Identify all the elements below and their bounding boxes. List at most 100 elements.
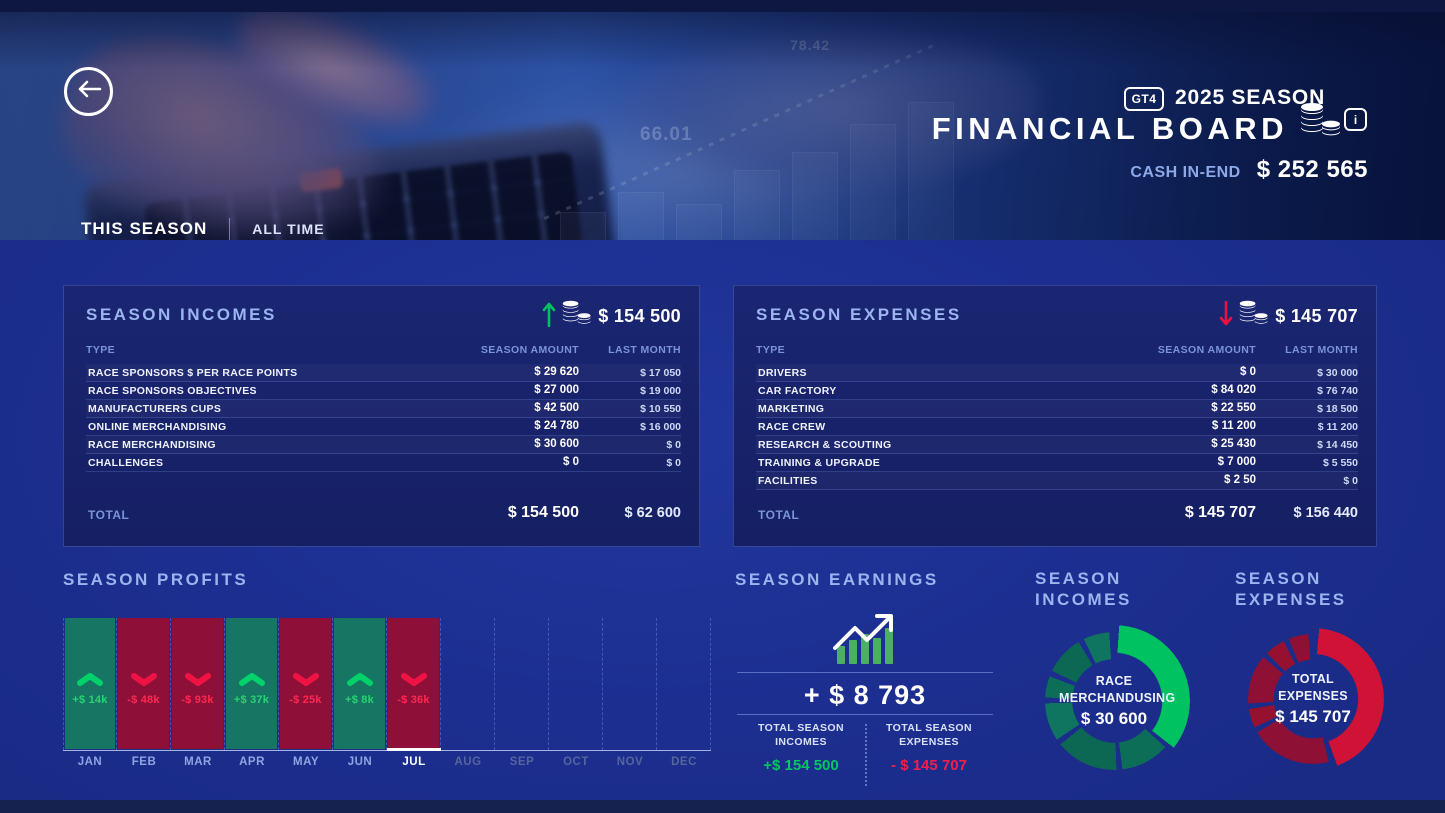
profit-bar: -$ 93k [172, 618, 223, 749]
back-button[interactable] [64, 67, 113, 116]
season-expenses-title: SEASON EXPENSES [756, 305, 962, 324]
incomes-table-header: TYPE SEASON AMOUNT LAST MONTH [86, 344, 681, 356]
season-expenses-badge: $ 145 707 [1219, 300, 1358, 332]
top-letterbox [0, 0, 1445, 12]
chart-column-oct [549, 618, 603, 750]
back-arrow-icon [76, 79, 102, 104]
chart-column-feb[interactable]: -$ 48k [117, 618, 171, 750]
profit-bar: -$ 25k [280, 618, 331, 749]
incomes-donut-chart[interactable]: RACE MERCHANDUSING $ 30 600 [1038, 625, 1190, 777]
header-banner: 78.42 66.01 GT4 2025 SEASON FINANCIAL BO… [0, 12, 1445, 240]
page-title: FINANCIAL BOARD [931, 111, 1288, 146]
down-chevron-icon [292, 673, 319, 691]
table-row: MARKETING $ 22 550 $ 18 500 [756, 400, 1358, 418]
up-chevron-icon [77, 673, 103, 691]
table-row: CAR FACTORY $ 84 020 $ 76 740 [756, 382, 1358, 400]
coins-icon [562, 300, 592, 332]
table-row: CHALLENGES $ 0 $ 0 [86, 454, 681, 472]
earnings-breakdown: TOTAL SEASON INCOMES +$ 154 500 TOTAL SE… [737, 722, 993, 786]
donut-center-value: $ 30 600 [1080, 708, 1148, 728]
table-row: TRAINING & UPGRADE $ 7 000 $ 5 550 [756, 454, 1358, 472]
month-label: MAR [184, 756, 212, 768]
month-label: MAY [293, 756, 319, 768]
down-chevron-icon [400, 673, 427, 691]
incomes-total-row: TOTAL $ 154 500 $ 62 600 [88, 504, 681, 522]
season-incomes-panel: SEASON INCOMES $ 154 500 TYPE SEASON AMO… [63, 285, 700, 547]
table-row: RACE CREW $ 11 200 $ 11 200 [756, 418, 1358, 436]
coins-icon [1300, 102, 1342, 145]
season-earnings-title: SEASON EARNINGS [735, 570, 939, 589]
up-chevron-icon [238, 673, 265, 691]
table-row: RACE MERCHANDISING $ 30 600 $ 0 [86, 436, 681, 454]
expenses-table-rows: DRIVERS $ 0 $ 30 000 CAR FACTORY $ 84 020 $ … [756, 364, 1358, 490]
chart-column-may[interactable]: -$ 25k [279, 618, 333, 750]
table-row: DRIVERS $ 0 $ 30 000 [756, 364, 1358, 382]
cash-in-end-label: CASH IN-END [1130, 164, 1241, 181]
donut-center-readout: TOTAL EXPENSES $ 145 707 [1242, 628, 1384, 770]
donut-center-readout: RACE MERCHANDUSING $ 30 600 [1038, 625, 1190, 777]
earnings-dotted-divider [865, 724, 867, 786]
season-profits-title: SEASON PROFITS [63, 570, 249, 589]
month-label: JAN [77, 756, 103, 768]
season-incomes-badge: $ 154 500 [542, 300, 681, 332]
cash-in-end: CASH IN-END $ 252 565 [1130, 156, 1368, 184]
chart-column-jul[interactable]: -$ 36k [387, 618, 441, 750]
table-row: RACE SPONSORS $ PER RACE POINTS $ 29 620 $… [86, 364, 681, 382]
chart-column-aug [441, 618, 495, 750]
season-expenses-total: $ 145 707 [1275, 305, 1358, 326]
donut-expenses-title: SEASON EXPENSES [1235, 569, 1347, 610]
main-content: SEASON INCOMES $ 154 500 TYPE SEASON AMO… [0, 240, 1445, 800]
earnings-divider-top [737, 672, 993, 673]
expenses-donut-chart[interactable]: TOTAL EXPENSES $ 145 707 [1242, 628, 1384, 770]
month-label: FEB [131, 756, 157, 768]
chart-column-mar[interactable]: -$ 93k [171, 618, 225, 750]
chart-column-apr[interactable]: +$ 37k [225, 618, 279, 750]
chart-column-jan[interactable]: +$ 14k [63, 618, 117, 750]
profit-bar: +$ 8k [334, 618, 385, 749]
donut-center-label: RACE MERCHANDUSING [1059, 674, 1176, 705]
profit-bar: -$ 36k [388, 618, 439, 749]
expense-down-arrow-icon [1219, 300, 1233, 332]
tab-this-season[interactable]: THIS SEASON [81, 219, 208, 238]
season-profits-chart: +$ 14k -$ 48k -$ 93k +$ 37k -$ 25k [63, 618, 711, 750]
cash-in-end-value: $ 252 565 [1256, 156, 1368, 183]
earnings-divider-bottom [737, 714, 993, 715]
chart-column-jun[interactable]: +$ 8k [333, 618, 387, 750]
month-label: NOV [616, 756, 644, 768]
profit-bar: +$ 37k [226, 618, 277, 749]
gt4-logo: GT4 [1124, 87, 1164, 111]
earnings-growth-icon [833, 612, 899, 671]
down-chevron-icon [184, 673, 211, 691]
month-label: AUG [454, 756, 482, 768]
tab-all-time[interactable]: ALL TIME [252, 221, 325, 237]
month-label: APR [239, 756, 265, 768]
season-incomes-total: $ 154 500 [598, 305, 681, 326]
income-up-arrow-icon [542, 301, 556, 332]
donut-base-segments [1248, 634, 1378, 764]
total-season-expenses-label: TOTAL SEASON EXPENSES [886, 722, 972, 748]
up-chevron-icon [346, 673, 373, 691]
month-label: OCT [563, 756, 589, 768]
table-row: ONLINE MERCHANDISING $ 24 780 $ 16 000 [86, 418, 681, 436]
table-row: RACE SPONSORS OBJECTIVES $ 27 000 $ 19 000 [86, 382, 681, 400]
header-shade-top [0, 12, 1445, 240]
incomes-table-rows: RACE SPONSORS $ PER RACE POINTS $ 29 620 $… [86, 364, 681, 472]
expenses-total-row: TOTAL $ 145 707 $ 156 440 [758, 504, 1358, 522]
chart-column-dec [657, 618, 711, 750]
season-expenses-panel: SEASON EXPENSES $ 145 707 TYPE SEASON AM… [733, 285, 1377, 547]
profit-bar: +$ 14k [65, 618, 115, 749]
table-row: MANUFACTURERS CUPS $ 42 500 $ 10 550 [86, 400, 681, 418]
total-season-expenses-value: - $ 145 707 [891, 757, 967, 775]
down-chevron-icon [130, 673, 157, 691]
month-label: SEP [509, 756, 535, 768]
current-month-indicator [387, 748, 441, 751]
chart-column-nov [603, 618, 657, 750]
earnings-incomes-col: TOTAL SEASON INCOMES +$ 154 500 [737, 722, 865, 774]
info-button[interactable]: i [1344, 108, 1367, 131]
season-year-label: 2025 SEASON [1175, 86, 1326, 109]
donut-incomes-title: SEASON INCOMES [1035, 569, 1132, 610]
month-label-current: JUL [402, 756, 426, 768]
earnings-amount: + $ 8 793 [803, 680, 927, 710]
season-incomes-title: SEASON INCOMES [86, 305, 277, 324]
month-label: DEC [671, 756, 697, 768]
